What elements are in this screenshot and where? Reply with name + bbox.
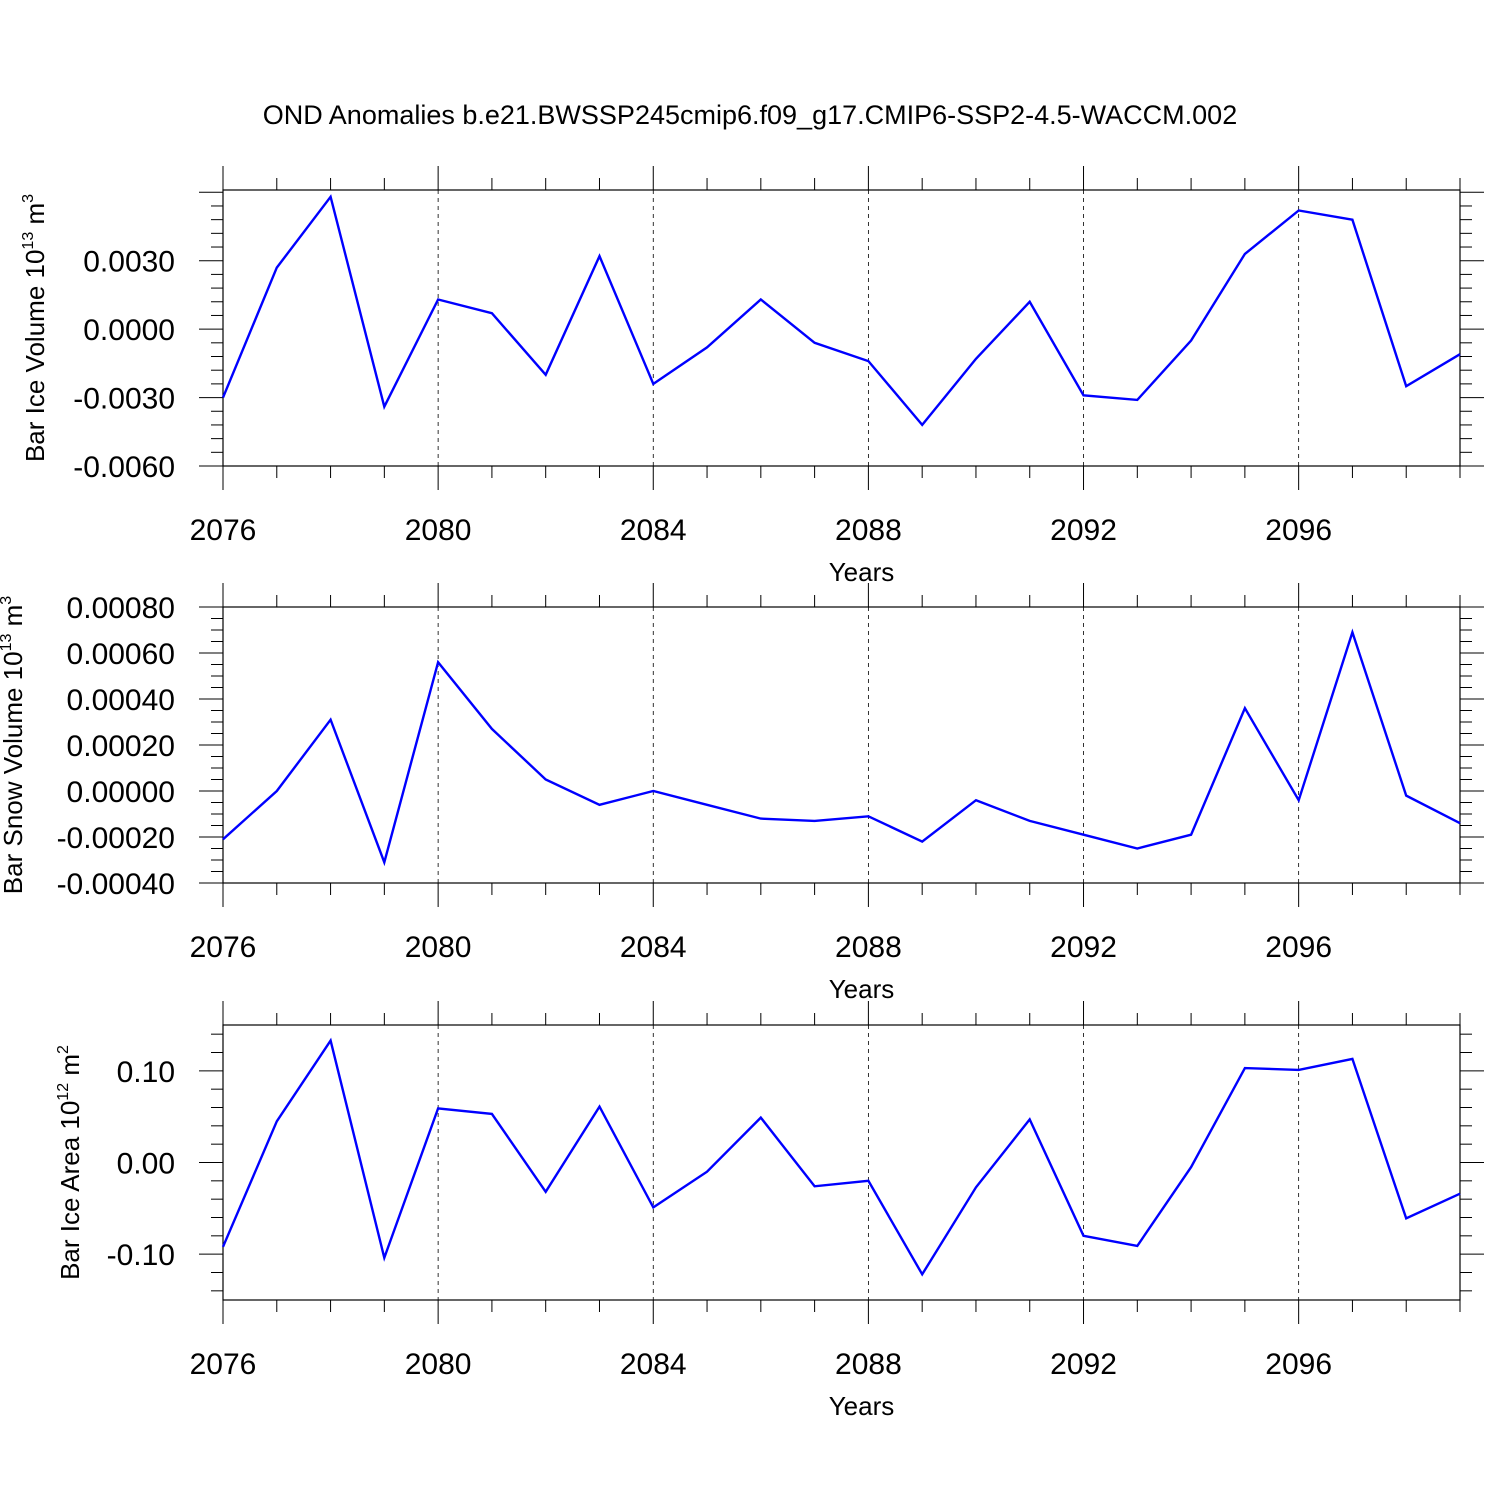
y-tick-label: 0.0030 <box>83 246 175 279</box>
x-axis-label: Years <box>829 1391 895 1421</box>
y-tick-label: 0.00040 <box>67 684 175 717</box>
plot-frame <box>222 189 1461 467</box>
y-tick-label: 0.0000 <box>83 314 175 347</box>
y-tick-label: -0.00040 <box>57 868 175 901</box>
x-tick-label: 2092 <box>1050 931 1117 964</box>
y-tick-label: 0.00 <box>117 1148 175 1181</box>
x-tick-label: 2080 <box>405 931 472 964</box>
x-tick-label: 2088 <box>835 1348 902 1381</box>
x-tick-label: 2080 <box>405 514 472 547</box>
x-tick-label: 2096 <box>1265 514 1332 547</box>
x-tick-label: 2092 <box>1050 514 1117 547</box>
plot-frame <box>222 606 1461 884</box>
x-tick-label: 2096 <box>1265 1348 1332 1381</box>
y-tick-label: 0.00080 <box>67 592 175 625</box>
plot-frame <box>222 1024 1461 1301</box>
x-axis-label: Years <box>829 974 895 1004</box>
y-tick-label: 0.10 <box>117 1056 175 1089</box>
y-axis-label: Bar Ice Volume 1013 m3 <box>20 194 50 462</box>
y-axis-label: Bar Snow Volume 1013 m3 <box>0 596 28 895</box>
series-line <box>221 194 1461 427</box>
x-tick-label: 2080 <box>405 1348 472 1381</box>
y-tick-label: 0.00000 <box>67 776 175 809</box>
y-tick-label: -0.00020 <box>57 822 175 855</box>
x-tick-label: 2088 <box>835 514 902 547</box>
panel-2: -0.00040 -0.00020 0.00000 0.00020 0.00040 0.0… <box>0 583 1484 1004</box>
x-tick-label: 2076 <box>190 931 257 964</box>
figure-title: OND Anomalies b.e21.BWSSP245cmip6.f09_g1… <box>262 100 1238 130</box>
x-tick-label: 2096 <box>1265 931 1332 964</box>
panel-1: -0.0060 -0.0030 0.0000 0.0030 2076 2080 2084 20… <box>20 166 1484 587</box>
x-tick-label: 2076 <box>190 514 257 547</box>
x-tick-label: 2088 <box>835 931 902 964</box>
series-line <box>222 628 1461 867</box>
panel-3: -0.10 0.00 0.10 2076 2080 2084 2088 2092 2096 Yea… <box>55 1001 1484 1421</box>
y-tick-label: 0.00020 <box>67 730 175 763</box>
x-axis-label: Years <box>829 557 895 587</box>
x-tick-label: 2084 <box>620 1348 687 1381</box>
y-axis-label: Bar Ice Area 1012 m2 <box>55 1045 85 1280</box>
y-tick-label: -0.0060 <box>73 451 175 484</box>
y-tick-label: -0.10 <box>107 1239 175 1272</box>
x-tick-label: 2092 <box>1050 1348 1117 1381</box>
y-tick-label: -0.0030 <box>73 383 175 416</box>
y-tick-label: 0.00060 <box>67 638 175 671</box>
series-line <box>221 1037 1461 1277</box>
x-tick-label: 2084 <box>620 514 687 547</box>
x-tick-label: 2084 <box>620 931 687 964</box>
x-tick-label: 2076 <box>190 1348 257 1381</box>
